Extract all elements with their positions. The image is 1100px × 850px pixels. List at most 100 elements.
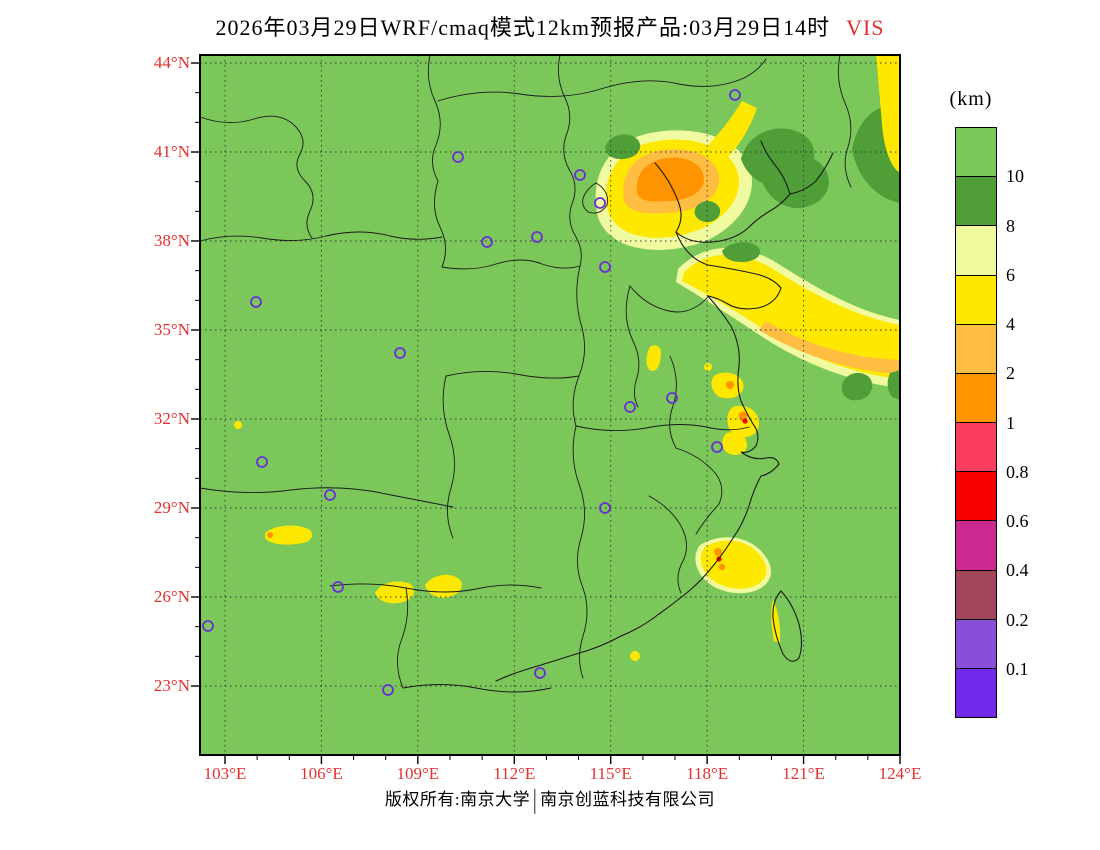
vis-contour-yellow [646,345,662,371]
copyright-left: 版权所有:南京大学 [384,790,531,809]
page-title: 2026年03月29日WRF/cmaq模式12km预报产品:03月29日14时 V… [0,10,1100,42]
vis-contour-dkgreen [760,155,829,209]
station-marker [250,296,262,308]
legend-color-cell [956,177,996,227]
lat-tick-label: 41°N [153,142,190,161]
vis-contour-dkgreen [887,370,900,400]
province-boundary [837,54,852,188]
station-marker [729,89,741,101]
coastline [495,295,780,682]
copyright-footer: 版权所有:南京大学 | 南京创蓝科技有限公司 [0,784,1100,814]
vis-contour-dkgreen [694,201,721,223]
vis-spot-orange [738,411,748,421]
station-marker [574,169,586,181]
province-boundary [199,487,454,508]
vis-contour-orange [636,157,705,202]
lon-tick-label: 103°E [203,764,247,783]
province-boundary [582,182,608,214]
lat-tick-label: 29°N [153,498,190,517]
province-boundary [572,265,585,427]
legend-tick-label: 6 [1006,264,1015,285]
station-marker [624,401,636,413]
station-marker [594,197,606,209]
title-main: 2026年03月29日WRF/cmaq模式12km预报产品:03月29日14时 [215,15,831,40]
legend-tick-label: 0.2 [1006,609,1029,630]
coastline [675,231,782,310]
coastline [789,152,834,195]
lon-tick-label: 109°E [396,764,440,783]
vis-contour-yellow [876,55,900,173]
vis-contour-yellow [265,525,313,545]
province-boundary [575,424,750,432]
station-marker [202,620,214,632]
vis-contour-yellow [722,432,748,455]
vis-contour-amber [759,321,900,374]
province-boundary [199,115,314,239]
vis-spot-red [742,418,748,424]
legend-tick-label: 8 [1006,215,1015,236]
vis-contour-yellow [375,581,414,604]
province-boundary [445,370,580,379]
legend-color-cell [956,472,996,522]
province-boundary [437,58,767,102]
province-boundary [329,583,542,593]
copyright-right: 南京创蓝科技有限公司 [540,790,716,809]
legend-color-cell [956,619,996,669]
province-boundary [199,231,443,242]
province-boundary [402,684,552,693]
station-marker [382,684,394,696]
station-marker [332,581,344,593]
province-boundary [441,259,581,270]
vis-spot-orange [726,381,734,389]
legend-color-cell [956,275,996,325]
coastline [654,140,791,243]
lat-tick-label: 26°N [153,587,190,606]
lat-tick-label: 44°N [153,53,190,72]
legend-color-cell [956,423,996,473]
lon-tick-label: 106°E [300,764,343,783]
station-marker [711,441,723,453]
province-boundary [648,495,687,594]
coastline [772,590,803,662]
vis-contour-dkgreen [841,372,873,401]
station-marker [531,231,543,243]
lat-tick-label: 35°N [153,320,190,339]
legend-color-cell [956,521,996,571]
vis-spot-yellow [704,363,712,371]
station-marker [452,151,464,163]
station-marker [394,347,406,359]
province-boundary [669,355,677,449]
legend-color-cell [956,226,996,276]
station-marker [666,392,678,404]
station-marker [481,236,493,248]
legend-tick-label: 4 [1006,314,1015,334]
legend-unit-label: (km) [949,88,993,110]
legend-tick-label: 0.6 [1006,511,1029,531]
province-boundary [675,447,723,535]
province-boundary [625,285,640,408]
legend-tick-label: 10 [1006,166,1024,187]
lat-tick-label: 32°N [153,409,190,428]
legend-tick-label: 0.4 [1006,560,1029,581]
legend-color-cell [956,324,996,374]
lon-tick-label: 112°E [493,764,536,783]
province-boundary [397,587,409,689]
province-boundary [557,54,582,267]
vis-spot-yellow [630,651,640,661]
vis-contour-yellow [682,254,900,379]
province-boundary [629,285,710,313]
vis-spot-orange [718,563,726,571]
province-boundary [427,54,446,268]
legend-color-cell [956,570,996,620]
lon-tick-label: 118°E [686,764,729,783]
legend-tick-label: 0.8 [1006,461,1029,482]
title-variable: VIS [846,15,885,40]
legend-tick-label: 2 [1006,363,1015,384]
footer-divider: | [533,784,538,815]
province-boundary [572,425,588,679]
lat-tick-label: 38°N [153,231,190,250]
legend-color-cell [956,668,996,718]
station-marker [324,489,336,501]
lon-tick-label: 124°E [878,764,922,783]
